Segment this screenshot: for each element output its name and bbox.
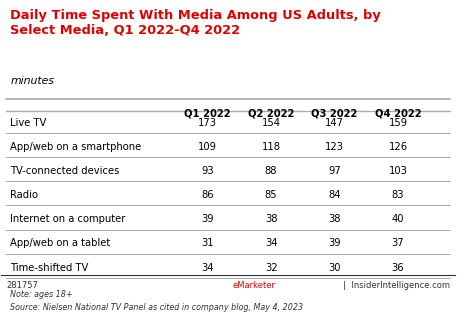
Text: 34: 34	[265, 238, 277, 248]
Text: 159: 159	[389, 118, 407, 128]
Text: Q4 2022: Q4 2022	[375, 109, 421, 119]
Text: 88: 88	[265, 166, 277, 176]
Text: 85: 85	[265, 190, 277, 200]
Text: Live TV: Live TV	[10, 118, 47, 128]
Text: |  InsiderIntelligence.com: | InsiderIntelligence.com	[338, 281, 450, 290]
Text: 147: 147	[325, 118, 344, 128]
Text: 123: 123	[325, 142, 344, 152]
Text: 39: 39	[201, 214, 214, 224]
Text: eMarketer: eMarketer	[233, 281, 275, 290]
Text: Q3 2022: Q3 2022	[312, 109, 358, 119]
Text: 40: 40	[392, 214, 404, 224]
Text: 31: 31	[201, 238, 214, 248]
Text: 154: 154	[262, 118, 281, 128]
Text: 109: 109	[198, 142, 217, 152]
Text: 83: 83	[392, 190, 404, 200]
Text: 34: 34	[202, 263, 214, 273]
Text: Daily Time Spent With Media Among US Adults, by
Select Media, Q1 2022-Q4 2022: Daily Time Spent With Media Among US Adu…	[10, 9, 381, 37]
Text: 118: 118	[262, 142, 281, 152]
Text: 38: 38	[329, 214, 341, 224]
Text: Internet on a computer: Internet on a computer	[10, 214, 126, 224]
Text: 84: 84	[329, 190, 341, 200]
Text: 38: 38	[265, 214, 277, 224]
Text: 126: 126	[389, 142, 407, 152]
Text: 30: 30	[329, 263, 341, 273]
Text: App/web on a smartphone: App/web on a smartphone	[10, 142, 142, 152]
Text: 86: 86	[201, 190, 214, 200]
Text: 281757: 281757	[6, 281, 38, 290]
Text: Time-shifted TV: Time-shifted TV	[10, 263, 89, 273]
Text: 97: 97	[328, 166, 341, 176]
Text: Q1 2022: Q1 2022	[184, 109, 231, 119]
Text: 173: 173	[198, 118, 217, 128]
Text: Note: ages 18+
Source: Nielsen National TV Panel as cited in company blog, May 4: Note: ages 18+ Source: Nielsen National …	[10, 290, 304, 312]
Text: 93: 93	[201, 166, 214, 176]
Text: Q2 2022: Q2 2022	[248, 109, 294, 119]
Text: 39: 39	[328, 238, 341, 248]
Text: minutes: minutes	[10, 76, 55, 86]
Text: Radio: Radio	[10, 190, 39, 200]
Text: 32: 32	[265, 263, 277, 273]
Text: 37: 37	[392, 238, 404, 248]
Text: 36: 36	[392, 263, 404, 273]
Text: App/web on a tablet: App/web on a tablet	[10, 238, 111, 248]
Text: 103: 103	[389, 166, 407, 176]
Text: TV-connected devices: TV-connected devices	[10, 166, 120, 176]
